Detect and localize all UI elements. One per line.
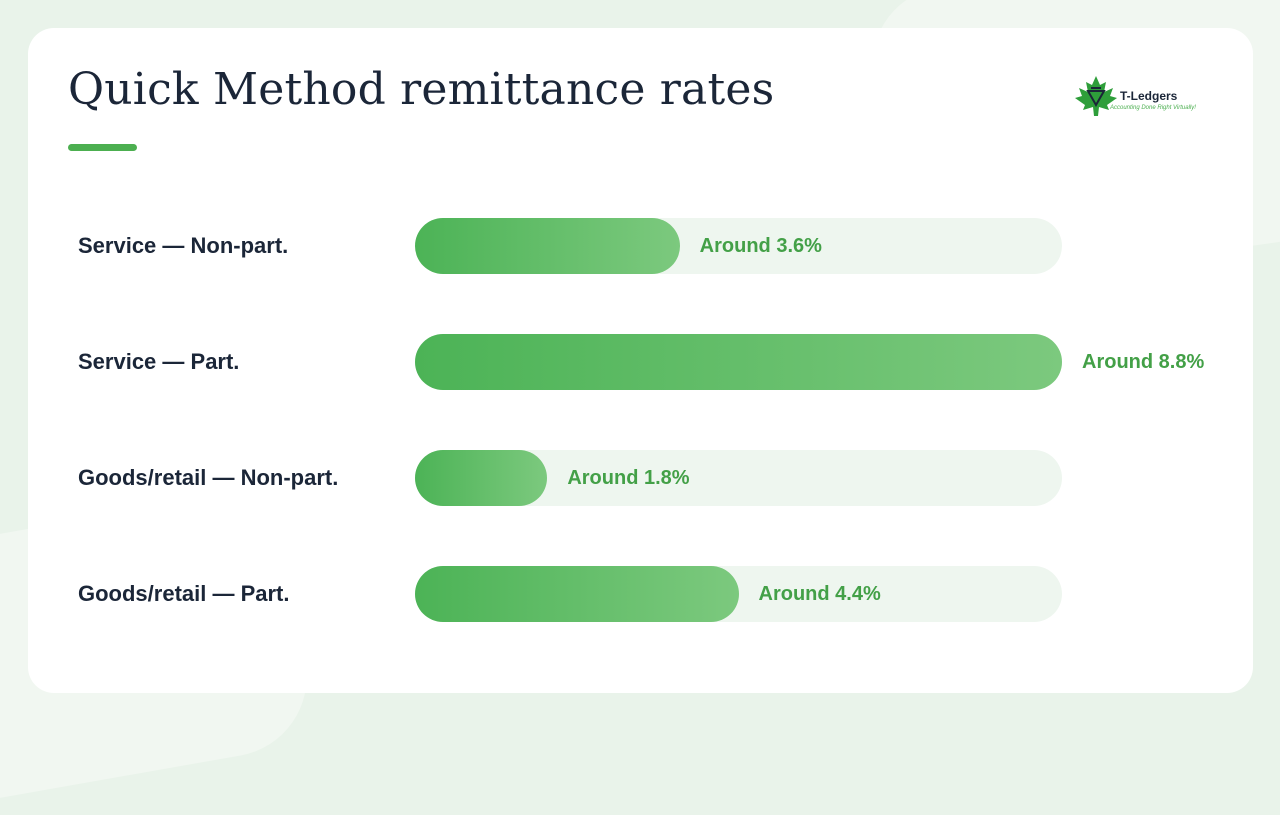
title-underline <box>68 144 137 151</box>
value-label: Around 1.8% <box>567 467 690 489</box>
bar-row: Goods/retail — Non-part. Around 1.8% <box>28 450 1253 506</box>
bar <box>415 334 1062 390</box>
bar <box>415 566 739 622</box>
company-logo: T-Ledgers Accounting Done Right Virtuall… <box>1073 74 1213 118</box>
maple-leaf-icon <box>1075 76 1117 116</box>
bar <box>415 218 680 274</box>
category-label: Service — Non-part. <box>78 233 289 258</box>
category-label: Goods/retail — Non-part. <box>78 465 339 490</box>
bar-row: Goods/retail — Part. Around 4.4% <box>28 566 1253 622</box>
slide-title: Quick Method remittance rates <box>68 64 775 115</box>
bar-row: Service — Part. Around 8.8% <box>28 334 1253 390</box>
bar <box>415 450 548 506</box>
logo-tagline: Accounting Done Right Virtually! <box>1110 105 1196 111</box>
value-label: Around 4.4% <box>758 583 881 605</box>
slide-card: Quick Method remittance rates T-Ledgers … <box>28 28 1253 693</box>
category-label: Goods/retail — Part. <box>78 581 290 606</box>
logo-name: T-Ledgers <box>1120 89 1178 103</box>
bar-row: Service — Non-part. Around 3.6% <box>28 218 1253 274</box>
bar-chart: Service — Non-part. Around 3.6% Service — … <box>28 28 1253 693</box>
value-label: Around 8.8% <box>1082 351 1205 373</box>
category-label: Service — Part. <box>78 349 240 374</box>
value-label: Around 3.6% <box>699 235 822 257</box>
